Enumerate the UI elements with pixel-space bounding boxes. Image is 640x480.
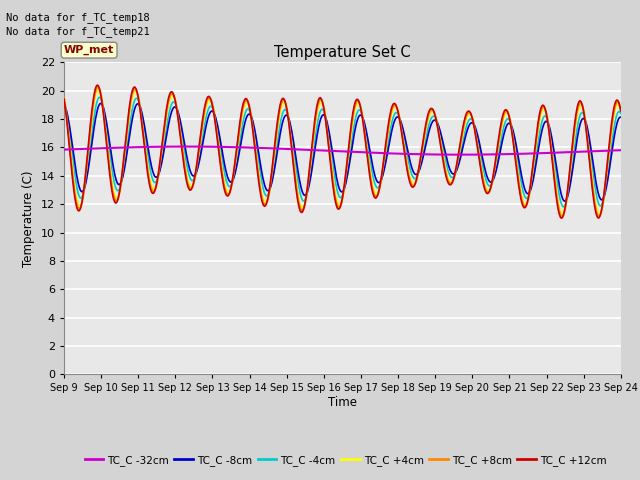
Y-axis label: Temperature (C): Temperature (C) (22, 170, 35, 267)
Legend: TC_C -32cm, TC_C -8cm, TC_C -4cm, TC_C +4cm, TC_C +8cm, TC_C +12cm: TC_C -32cm, TC_C -8cm, TC_C -4cm, TC_C +… (81, 451, 611, 470)
X-axis label: Time: Time (328, 396, 357, 409)
Text: WP_met: WP_met (64, 45, 115, 55)
Title: Temperature Set C: Temperature Set C (274, 45, 411, 60)
Text: No data for f_TC_temp18: No data for f_TC_temp18 (6, 12, 150, 23)
Text: No data for f_TC_temp21: No data for f_TC_temp21 (6, 26, 150, 37)
